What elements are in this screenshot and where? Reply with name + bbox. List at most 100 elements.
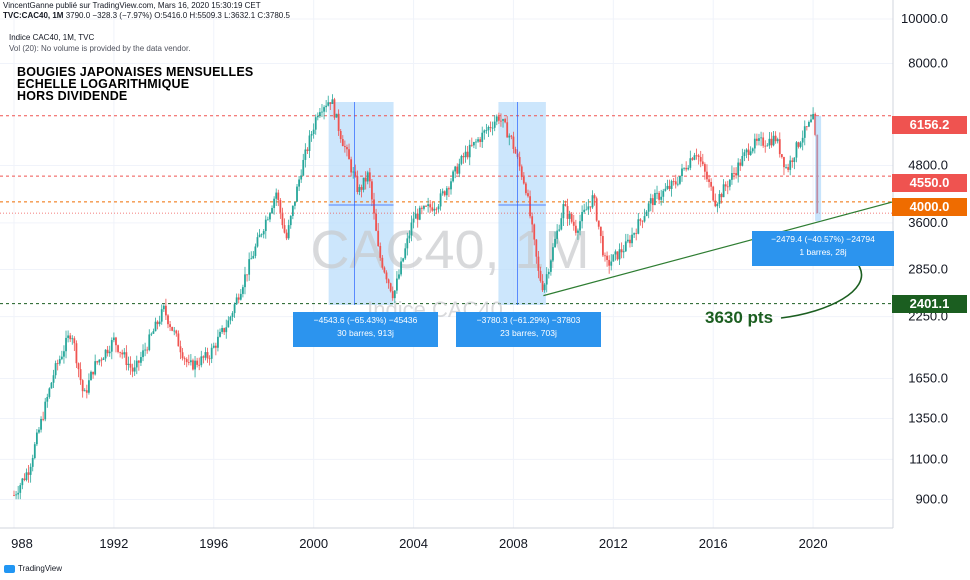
candle-body [439,193,442,207]
candle-body [50,382,53,389]
candle-body [662,190,665,197]
candle-body [273,198,276,208]
annotation-line-1: BOUGIES JAPONAISES MENSUELLES [17,65,254,79]
candle-body [140,357,142,363]
candle-body [647,203,650,212]
candle-body [620,249,623,253]
candle-body [406,238,409,249]
candle-body [427,204,430,207]
candle-body [808,122,810,127]
candle-body [672,181,675,182]
candle-body [75,343,78,364]
candle-body [90,371,92,381]
price-tag-6156: 6156.2 [892,116,967,134]
candle-body [71,338,74,340]
candle-body [470,144,473,146]
publish-header: VincentGanne publié sur TradingView.com,… [3,1,290,21]
measure-line1: −4543.6 (−65.43%) −45436 [313,315,418,325]
candle-body [214,345,217,348]
candle-body [73,338,76,344]
candle-body [712,186,715,201]
candle-body [260,234,263,236]
candle-body [462,156,465,158]
candles [13,94,819,500]
candle-body [537,256,540,271]
candle-body [119,351,122,353]
candle-body [614,251,617,255]
candle-body [256,237,259,247]
candle-body [664,188,667,191]
candle-body [633,233,636,235]
candle-body [77,363,80,370]
candle-body [437,206,440,210]
candle-body [772,135,775,146]
candle-body [508,135,511,138]
time-tick-label: 1996 [199,536,228,551]
candle-body [527,193,529,197]
candle-body [69,335,72,340]
candle-body [676,183,679,185]
candle-body [281,212,284,226]
candle-body [375,213,377,231]
price-tag-4550: 4550.0 [892,174,967,192]
candle-body [770,138,773,146]
candle-body [385,272,388,280]
candle-body [306,149,309,151]
candle-body [801,137,804,143]
price-tick-label: 4800.0 [908,157,948,172]
candle-body [556,230,559,239]
candle-body [115,337,117,346]
candle-body [566,205,569,219]
candle-body [196,360,199,365]
candle-body [593,195,596,199]
candle-body [81,380,84,392]
candle-body [346,147,348,150]
candle-body [83,390,86,392]
candle-body [308,135,311,151]
candle-body [722,184,725,198]
candle-body [656,192,658,194]
candle-body [146,349,149,351]
candle-body [539,270,542,281]
candle-body [291,205,294,216]
candle-body [237,297,240,300]
candle-body [602,236,604,256]
tradingview-logo-icon [4,564,15,573]
candle-body [379,245,382,258]
candle-body [518,156,521,167]
candle-body [568,213,571,219]
candle-body [660,196,663,200]
measure-box-2008[interactable]: −3780.3 (−61.29%) −37803 23 barres, 703j [456,312,601,347]
candle-body [400,261,402,275]
candle-body [404,248,407,259]
candle-body [54,363,57,376]
candle-body [210,347,213,359]
candle-body [629,239,631,244]
candle-body [13,495,15,496]
candle-body [254,246,257,256]
measure-box-2000[interactable]: −4543.6 (−65.43%) −45436 30 barres, 913j [293,312,438,347]
measure-box-2020[interactable]: −2479.4 (−40.57%) −24794 1 barres, 28j [752,231,894,266]
candle-body [687,167,690,170]
candle-body [88,380,90,393]
candle-body [491,127,494,129]
candle-body [543,284,546,291]
open-value: 3790.0 [65,11,91,20]
candle-body [393,290,396,299]
candle-body [154,321,157,332]
candle-body [208,358,211,360]
candle-body [29,466,32,475]
candle-body [383,267,386,273]
candle-body [189,360,192,363]
candle-body [121,352,124,355]
candle-body [414,213,417,219]
candle-body [618,249,621,260]
price-tag-2401: 2401.1 [892,295,967,313]
candle-body [733,173,735,174]
candle-body [597,220,600,227]
candle-body [391,291,394,299]
candle-body [595,198,598,221]
measure-line2: 30 barres, 913j [337,328,394,338]
candle-body [302,159,305,176]
annotation-line-3: HORS DIVIDENDE [17,89,128,103]
